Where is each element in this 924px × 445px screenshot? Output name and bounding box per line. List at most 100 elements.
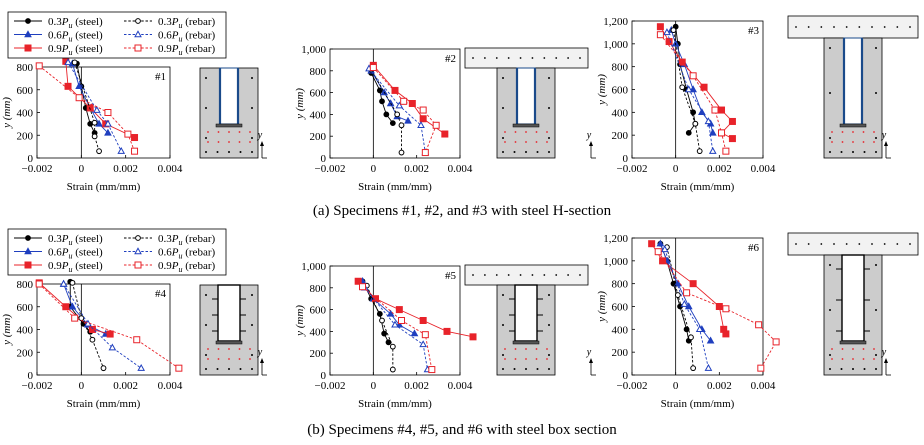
gauged-rebar [852,348,854,350]
slab-rebar [871,26,873,28]
gauged-rebar [504,348,506,350]
x-tick-label: 0.002 [707,163,732,175]
specimen-label: #4 [155,288,167,300]
base-plate [215,340,243,345]
data-point-0.9-rebar [104,109,112,116]
section-sketch-2: y [464,47,596,159]
specimen-label: #2 [445,53,456,65]
caption-a: (a) Specimens #1, #2, and #3 with steel … [312,203,612,219]
x-tick-label: −0.002 [315,380,346,392]
gauged-rebar [514,131,517,133]
data-point-0.3-rebar [89,336,96,343]
slab-rebar [845,243,848,245]
data-point-0.9-rebar [772,338,780,346]
gauged-rebar [841,141,844,143]
column-rebar [875,354,877,356]
series-line-0.6-rebar [67,62,122,152]
base-plate [839,123,867,128]
data-point-0.6-steel [386,99,395,107]
section-sketch-4: y [199,284,267,376]
column-rebar [251,77,253,79]
column-rebar [205,151,207,153]
column-rebar [513,368,516,370]
gauged-rebar [228,348,230,350]
column-rebar [502,77,504,79]
series-line-0.6-rebar [63,283,142,369]
gauged-rebar [862,348,865,350]
data-point-0.9-rebar [689,72,697,80]
data-point-0.9-rebar [35,62,43,70]
column-rebar [502,368,504,370]
data-point-0.3-steel [383,111,390,118]
legend-marker [135,18,141,24]
slab-rebar [543,57,546,59]
x-axis-title: Strain (mm/mm) [67,181,141,193]
y-tick-label: 1,200 [603,16,628,28]
data-point-0.6-rebar [117,146,126,154]
gauged-rebar [249,141,251,143]
column-rebar [829,368,831,370]
data-point-0.3-steel [389,120,396,127]
data-point-0.9-rebar [124,130,132,138]
data-point-0.6-rebar [704,363,713,371]
column-rebar [536,151,539,153]
x-tick-label: −0.002 [22,163,53,175]
legend-marker [25,18,31,24]
data-point-0.6-steel [656,239,665,247]
data-point-0.9-rebar [175,364,183,372]
series-line-0.3-rebar [74,62,100,152]
section-y-arrowhead [260,358,264,363]
y-axis-title: y (mm) [596,74,608,106]
data-point-0.9-rebar [711,106,719,114]
column-rebar [205,77,207,79]
series-line-0.6-steel [362,281,415,334]
y-axis-title: y (mm) [1,314,13,346]
base-plate [839,340,867,345]
section-sketch-1: y [199,67,267,159]
slab [464,47,589,69]
column-rebar [502,151,504,153]
data-point-0.9-steel [665,38,673,46]
gauged-rebar [238,348,241,350]
data-point-0.6-steel [706,336,715,344]
data-point-0.9-steel [728,135,736,143]
data-point-0.3-steel [385,339,392,346]
data-point-0.3-rebar [91,119,98,126]
data-point-0.9-rebar [656,31,664,39]
column-rebar [205,324,207,326]
y-tick-label: 0 [623,370,629,382]
data-point-0.6-rebar [695,325,704,333]
column-rebar [548,354,550,356]
plot-frame [329,48,461,159]
y-tick-label: 600 [310,88,327,100]
x-tick-label: 0 [371,163,377,175]
column-rebar [852,151,854,153]
section-y-label: y [257,130,263,141]
column-rebar [205,137,207,139]
gauged-rebar [207,141,209,143]
column-rebar [829,264,831,266]
slab-rebar [519,57,522,59]
data-point-0.9-steel [689,280,697,288]
chart-3: −0.002 0 0.002 0.00402004006008001,0001,200… [596,16,776,193]
slab-rebar [519,274,522,276]
column-rebar [536,368,539,370]
slab-rebar [807,26,810,28]
gauged-rebar [862,141,865,143]
data-point-0.9-rebar [654,248,662,256]
data-point-0.9-steel [656,23,664,31]
data-point-0.6-rebar [417,121,425,128]
series-line-0.6-rebar [364,287,428,370]
column-rebar [251,107,253,109]
legend-marker [24,44,32,52]
slab-rebar [555,57,558,59]
slab-rebar [567,57,570,59]
data-point-0.6-steel [708,128,717,136]
gauged-rebar [873,141,875,143]
chart-6: −0.002 0 0.002 0.00402004006008001,0001,200… [596,233,780,410]
series-line-0.6-rebar [666,32,714,152]
slab-rebar [795,243,797,245]
gauged-rebar [207,348,209,350]
y-tick-label: 200 [310,131,327,143]
